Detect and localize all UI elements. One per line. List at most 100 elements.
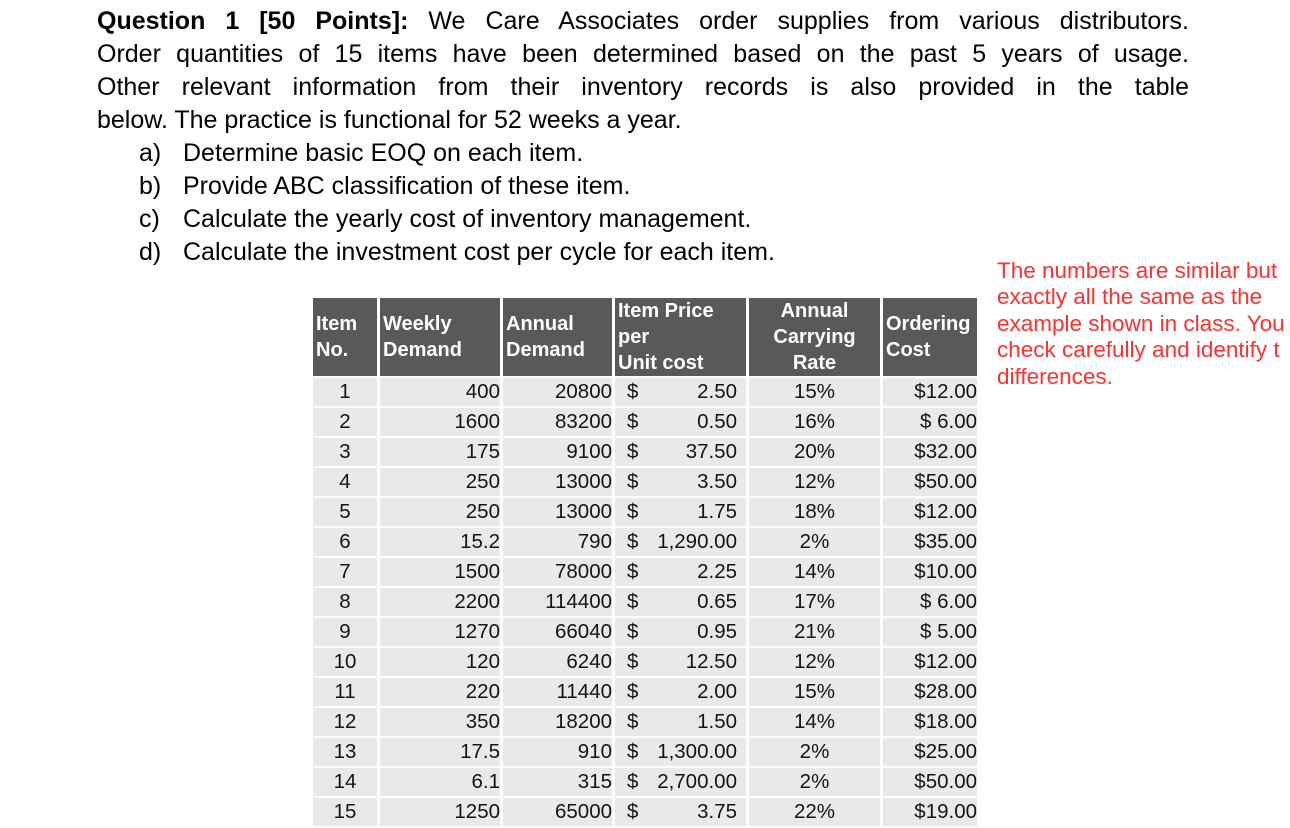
column-header: Annual Demand xyxy=(503,298,612,376)
cell-weekly-demand: 1270 xyxy=(380,618,500,646)
cell-ordering-cost: $50.00 xyxy=(883,768,977,796)
price-value: 3.50 xyxy=(697,470,737,493)
cell-item-no: 6 xyxy=(313,528,377,556)
cell-item-price: $ 0.95 xyxy=(615,618,746,646)
cell-carrying-rate: 21% xyxy=(749,618,880,646)
cell-item-price: $ 1,300.00 xyxy=(615,738,746,766)
price-value: 1.50 xyxy=(697,710,737,733)
cell-item-no: 5 xyxy=(313,498,377,526)
cell-ordering-cost: $10.00 xyxy=(883,558,977,586)
inventory-table: Item No. Weekly Demand Annual Demand Item Pric… xyxy=(310,296,980,828)
cell-annual-demand: 13000 xyxy=(503,498,612,526)
table-row: 8 2200 114400 $ 0.65 17% $ 6.00 xyxy=(313,588,977,616)
dollar-sign: $ xyxy=(627,560,639,583)
column-header-line: No. xyxy=(316,339,349,361)
table-row: 15 1250 65000 $ 3.75 22% $19.00 xyxy=(313,798,977,826)
cell-weekly-demand: 250 xyxy=(380,468,500,496)
cell-item-no: 2 xyxy=(313,408,377,436)
subitem-text: Calculate the investment cost per cycle … xyxy=(183,238,775,266)
cell-annual-demand: 66040 xyxy=(503,618,612,646)
cell-ordering-cost: $12.00 xyxy=(883,378,977,406)
column-header: Item Price per Unit cost xyxy=(615,298,746,376)
cell-item-no: 3 xyxy=(313,438,377,466)
question-intro: We Care Associates order supplies from v… xyxy=(408,7,1189,35)
table-header-row: Item No. Weekly Demand Annual Demand Item Pric… xyxy=(313,298,977,376)
subitem-text: Provide ABC classification of these item… xyxy=(183,172,631,200)
cell-item-price: $ 3.50 xyxy=(615,468,746,496)
cell-carrying-rate: 15% xyxy=(749,378,880,406)
cell-item-no: 13 xyxy=(313,738,377,766)
cell-annual-demand: 790 xyxy=(503,528,612,556)
cell-item-price: $ 2.00 xyxy=(615,678,746,706)
subitem-text: Determine basic EOQ on each item. xyxy=(183,139,584,167)
cell-annual-demand: 114400 xyxy=(503,588,612,616)
red-annotation-note: The numbers are similar but exactly all t… xyxy=(997,258,1285,390)
cell-ordering-cost: $ 5.00 xyxy=(883,618,977,646)
column-header-line: Annual xyxy=(506,313,574,335)
dollar-sign: $ xyxy=(627,800,639,823)
question-subitem: c) Calculate the yearly cost of inventor… xyxy=(97,203,1189,236)
table-row: 14 6.1 315 $ 2,700.00 2% $50.00 xyxy=(313,768,977,796)
cell-ordering-cost: $18.00 xyxy=(883,708,977,736)
cell-weekly-demand: 400 xyxy=(380,378,500,406)
column-header: Item No. xyxy=(313,298,377,376)
cell-annual-demand: 9100 xyxy=(503,438,612,466)
dollar-sign: $ xyxy=(627,530,639,553)
cell-item-no: 7 xyxy=(313,558,377,586)
cell-annual-demand: 13000 xyxy=(503,468,612,496)
price-value: 0.95 xyxy=(697,620,737,643)
dollar-sign: $ xyxy=(627,380,639,403)
dollar-sign: $ xyxy=(627,650,639,673)
cell-annual-demand: 315 xyxy=(503,768,612,796)
cell-ordering-cost: $35.00 xyxy=(883,528,977,556)
cell-weekly-demand: 175 xyxy=(380,438,500,466)
price-value: 2.50 xyxy=(697,380,737,403)
price-value: 1,300.00 xyxy=(657,740,737,763)
cell-weekly-demand: 6.1 xyxy=(380,768,500,796)
cell-annual-demand: 78000 xyxy=(503,558,612,586)
subitem-marker: d) xyxy=(139,238,162,266)
cell-item-no: 9 xyxy=(313,618,377,646)
cell-carrying-rate: 12% xyxy=(749,468,880,496)
dollar-sign: $ xyxy=(627,590,639,613)
table-row: 9 1270 66040 $ 0.95 21% $ 5.00 xyxy=(313,618,977,646)
cell-carrying-rate: 18% xyxy=(749,498,880,526)
cell-item-price: $ 3.75 xyxy=(615,798,746,826)
question-line: Other relevant information from their in… xyxy=(97,73,1189,101)
column-header-line: Unit cost xyxy=(618,352,704,374)
cell-item-no: 12 xyxy=(313,708,377,736)
column-header-line: Item Price per xyxy=(618,300,714,348)
cell-carrying-rate: 15% xyxy=(749,678,880,706)
price-value: 12.50 xyxy=(685,650,737,673)
cell-item-no: 10 xyxy=(313,648,377,676)
cell-item-price: $ 2.50 xyxy=(615,378,746,406)
column-header-line: Weekly xyxy=(383,313,452,335)
dollar-sign: $ xyxy=(627,620,639,643)
subitem-text: Calculate the yearly cost of inventory m… xyxy=(183,205,752,233)
cell-ordering-cost: $19.00 xyxy=(883,798,977,826)
cell-weekly-demand: 1600 xyxy=(380,408,500,436)
dollar-sign: $ xyxy=(627,470,639,493)
cell-item-no: 8 xyxy=(313,588,377,616)
question-subitem: b) Provide ABC classification of these i… xyxy=(97,170,1189,203)
price-value: 37.50 xyxy=(685,440,737,463)
question-line: below. The practice is functional for 52… xyxy=(97,106,682,134)
price-value: 2,700.00 xyxy=(657,770,737,793)
cell-carrying-rate: 12% xyxy=(749,648,880,676)
cell-carrying-rate: 16% xyxy=(749,408,880,436)
question-subitem: d) Calculate the investment cost per cyc… xyxy=(97,236,1189,269)
cell-carrying-rate: 2% xyxy=(749,768,880,796)
table-row: 10 120 6240 $ 12.50 12% $12.00 xyxy=(313,648,977,676)
question-subitem-list: a) Determine basic EOQ on each item. b) … xyxy=(97,137,1189,269)
cell-item-no: 14 xyxy=(313,768,377,796)
cell-item-price: $ 2,700.00 xyxy=(615,768,746,796)
cell-item-price: $ 37.50 xyxy=(615,438,746,466)
column-header-line: Ordering xyxy=(886,313,971,335)
cell-ordering-cost: $ 6.00 xyxy=(883,588,977,616)
cell-ordering-cost: $12.00 xyxy=(883,498,977,526)
subitem-marker: a) xyxy=(139,139,162,167)
cell-item-price: $ 1.75 xyxy=(615,498,746,526)
cell-weekly-demand: 2200 xyxy=(380,588,500,616)
cell-carrying-rate: 14% xyxy=(749,558,880,586)
cell-carrying-rate: 22% xyxy=(749,798,880,826)
